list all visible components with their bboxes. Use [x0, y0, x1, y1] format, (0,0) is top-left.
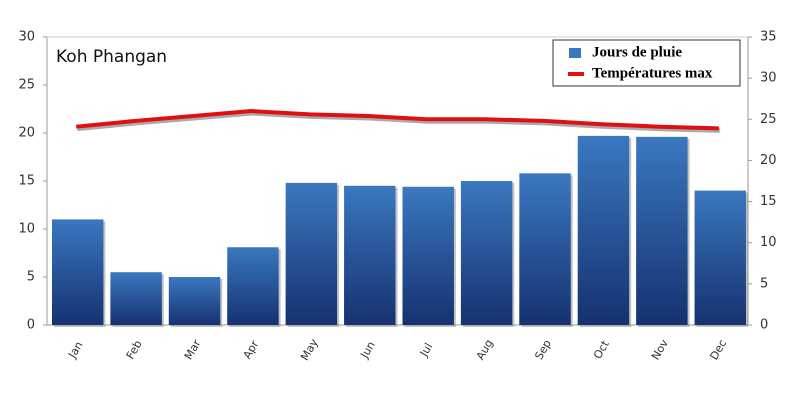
y2-tick-label: 25: [760, 112, 777, 127]
y-tick-label: 30: [18, 30, 35, 45]
x-tick-label: Mar: [182, 337, 204, 362]
bar-shade: [52, 219, 104, 325]
bar-shade: [285, 182, 338, 325]
x-tick-label: Dec: [707, 337, 729, 362]
chart-title: Koh Phangan: [56, 47, 167, 67]
legend-swatch: [569, 48, 581, 58]
legend-label: Températures max: [592, 65, 713, 81]
y2-tick-label: 10: [760, 235, 777, 250]
x-tick-label: Jan: [65, 339, 85, 361]
y2-tick-label: 15: [760, 194, 777, 209]
bar-shade: [227, 247, 279, 325]
x-tick-label: May: [298, 336, 321, 363]
bar-shade: [460, 181, 513, 325]
x-tick-label: Jul: [417, 341, 435, 360]
y2-tick-label: 0: [760, 318, 768, 333]
bar-shade: [402, 186, 454, 325]
x-tick-label: Sep: [532, 338, 554, 362]
x-tick-label: Aug: [474, 337, 496, 362]
legend-box: [552, 39, 741, 87]
bar-shade: [344, 185, 396, 325]
legend: Jours de pluie Températures max: [552, 39, 741, 87]
bar-shade: [636, 136, 688, 325]
x-tick-label: Apr: [241, 338, 262, 361]
bar-shade: [110, 272, 162, 325]
y-tick-label: 10: [18, 222, 35, 237]
y-tick-label: 25: [18, 78, 35, 93]
y2-tick-label: 30: [760, 71, 777, 86]
y-tick-label: 15: [18, 174, 35, 189]
y2-tick-label: 5: [760, 276, 768, 291]
y-tick-label: 0: [27, 318, 35, 333]
y2-tick-label: 20: [760, 153, 777, 168]
y-tick-label: 5: [27, 270, 35, 285]
legend-swatch: [568, 72, 584, 76]
x-tick-label: Oct: [591, 338, 612, 362]
bar-shade: [577, 135, 630, 325]
y2-tick-label: 35: [760, 30, 777, 45]
x-tick-label: Feb: [124, 338, 145, 361]
bar-shade: [519, 173, 571, 325]
bar-shade: [694, 190, 746, 325]
line: [76, 109, 719, 131]
x-tick-label: Jun: [357, 339, 377, 361]
y-tick-label: 20: [18, 126, 35, 141]
bar-shade: [168, 277, 221, 325]
x-tick-label: Nov: [649, 337, 671, 363]
legend-label: Jours de pluie: [592, 44, 682, 60]
